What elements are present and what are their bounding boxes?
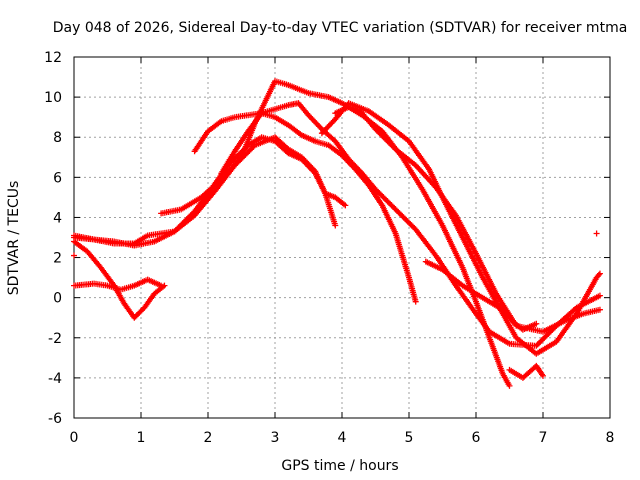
y-tick-label: 8 (53, 130, 62, 146)
y-tick-label: 6 (53, 170, 62, 186)
y-tick-label: -4 (48, 371, 62, 387)
y-axis-label: SDTVAR / TECUs (6, 181, 22, 296)
series-track (71, 276, 165, 293)
y-tick-label: 2 (53, 251, 62, 267)
series-track (506, 362, 546, 381)
series-track (218, 100, 603, 349)
series-markers (218, 100, 603, 349)
series-track (71, 230, 600, 259)
x-tick-label: 3 (271, 430, 280, 446)
x-tick-label: 8 (606, 430, 615, 446)
x-tick-label: 0 (70, 430, 79, 446)
x-tick-label: 6 (472, 430, 481, 446)
y-tick-label: 4 (53, 210, 62, 226)
data-marks (71, 78, 603, 389)
chart-title: Day 048 of 2026, Sidereal Day-to-day VTE… (53, 20, 628, 36)
y-tick-label: -6 (48, 411, 62, 427)
y-tick-label: 12 (44, 50, 62, 66)
y-tick-label: -2 (48, 331, 62, 347)
series-markers (506, 362, 546, 381)
y-tick-label: 0 (53, 291, 62, 307)
x-tick-label: 4 (338, 430, 347, 446)
series-markers (422, 258, 540, 333)
x-tick-label: 7 (539, 430, 548, 446)
x-axis-label: GPS time / hours (281, 458, 398, 474)
series-track (422, 258, 540, 333)
x-tick-label: 2 (204, 430, 213, 446)
x-tick-label: 5 (405, 430, 414, 446)
y-tick-label: 10 (44, 90, 62, 106)
x-tick-label: 1 (137, 430, 146, 446)
series-markers (71, 276, 165, 293)
series-markers (71, 230, 600, 259)
